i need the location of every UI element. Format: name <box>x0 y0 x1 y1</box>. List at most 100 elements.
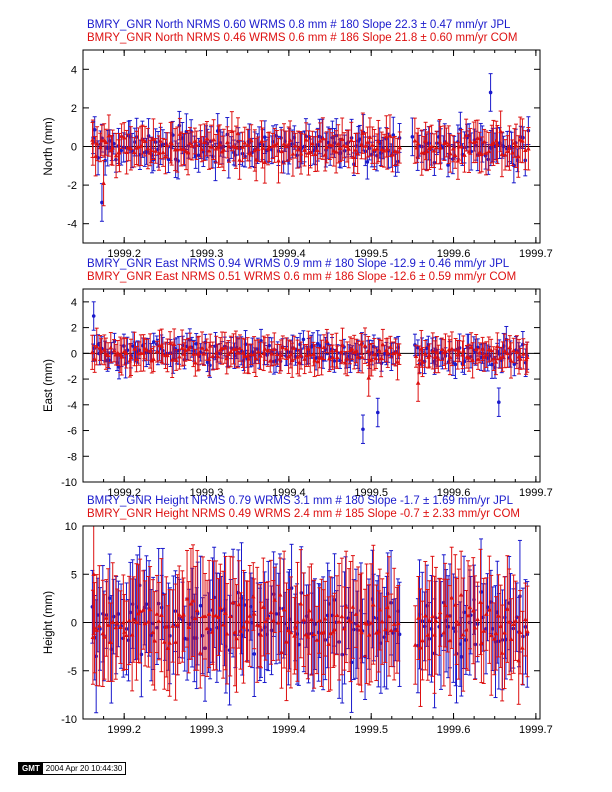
point-marker <box>248 137 254 143</box>
data-point <box>290 131 296 177</box>
point-marker <box>119 148 124 153</box>
series-layer <box>83 73 540 222</box>
data-point <box>317 122 323 160</box>
point-marker <box>369 357 374 362</box>
point-marker <box>148 147 154 153</box>
point-marker <box>329 142 335 148</box>
title-jpl: BMRY_GNR East NRMS 0.94 WRMS 0.9 mm # 18… <box>87 258 510 270</box>
data-point <box>392 135 398 167</box>
point-marker <box>97 623 102 628</box>
point-marker <box>102 634 107 639</box>
point-marker <box>207 343 213 348</box>
point-marker <box>147 348 153 353</box>
point-marker <box>210 353 216 358</box>
data-point <box>283 337 289 360</box>
data-point <box>344 341 350 377</box>
point-marker <box>424 148 430 154</box>
data-point <box>131 576 137 663</box>
title-com: BMRY_GNR Height NRMS 0.49 WRMS 2.4 mm # … <box>87 508 520 520</box>
data-point <box>459 129 464 165</box>
point-marker <box>286 354 291 359</box>
point-marker <box>279 148 284 154</box>
point-marker <box>392 148 398 153</box>
point-marker <box>164 142 170 148</box>
point-marker <box>107 596 112 600</box>
point-marker <box>453 362 458 367</box>
point-marker <box>360 130 366 136</box>
point-marker <box>255 146 261 151</box>
point-marker <box>289 357 295 363</box>
data-point <box>298 341 304 370</box>
data-point <box>351 334 357 370</box>
data-point <box>90 119 96 166</box>
point-marker <box>449 346 455 351</box>
point-marker <box>370 142 375 147</box>
point-marker <box>122 348 127 354</box>
point-marker <box>367 134 373 139</box>
data-point <box>461 555 466 669</box>
panel-north: BMRY_GNR North NRMS 0.60 WRMS 0.8 mm # 1… <box>43 19 553 260</box>
point-marker <box>308 149 313 154</box>
data-point <box>334 345 340 369</box>
data-point <box>462 137 467 173</box>
data-point <box>152 591 157 691</box>
data-point <box>376 338 382 364</box>
point-marker <box>366 375 372 380</box>
data-point <box>475 119 481 157</box>
data-point <box>196 335 202 371</box>
point-marker <box>358 137 362 141</box>
point-marker <box>92 127 97 132</box>
data-point <box>124 129 129 175</box>
point-marker <box>486 148 492 154</box>
point-marker <box>420 359 425 364</box>
data-point <box>208 124 214 169</box>
y-tick-label: -4 <box>67 219 77 231</box>
point-marker <box>296 360 302 365</box>
data-point <box>388 335 393 359</box>
data-point <box>111 339 117 363</box>
data-point <box>147 566 153 653</box>
point-marker <box>422 351 428 356</box>
point-marker <box>215 353 221 359</box>
data-point <box>299 546 304 640</box>
point-marker <box>240 144 245 149</box>
data-point <box>187 332 193 361</box>
data-point <box>103 337 109 370</box>
point-marker <box>429 143 434 149</box>
data-point <box>281 123 287 165</box>
data-point <box>134 345 139 373</box>
point-marker <box>397 145 403 150</box>
point-marker <box>235 350 241 355</box>
point-marker <box>253 157 259 162</box>
data-point <box>228 335 234 368</box>
point-marker <box>291 345 297 350</box>
data-point <box>262 337 268 361</box>
point-marker <box>520 138 525 143</box>
point-marker <box>97 144 103 150</box>
data-point <box>196 137 201 173</box>
point-marker <box>295 354 300 359</box>
data-point <box>94 327 100 366</box>
point-marker <box>187 140 193 146</box>
point-marker <box>228 348 234 354</box>
point-marker <box>488 90 493 95</box>
point-marker <box>262 159 268 165</box>
data-point <box>217 124 223 165</box>
point-marker <box>447 151 453 156</box>
point-marker <box>212 595 216 600</box>
point-marker <box>103 351 109 356</box>
data-point <box>321 334 327 361</box>
point-marker <box>388 344 393 349</box>
point-marker <box>437 139 443 144</box>
data-point <box>167 331 173 355</box>
data-point <box>520 338 526 370</box>
data-point <box>438 125 443 170</box>
point-marker <box>245 142 251 147</box>
point-marker <box>204 136 210 141</box>
data-point <box>488 73 493 112</box>
data-point <box>524 341 530 373</box>
data-point <box>493 348 499 376</box>
point-marker <box>121 135 127 140</box>
x-tick-label: 1999.3 <box>190 487 224 499</box>
point-marker <box>321 344 327 349</box>
